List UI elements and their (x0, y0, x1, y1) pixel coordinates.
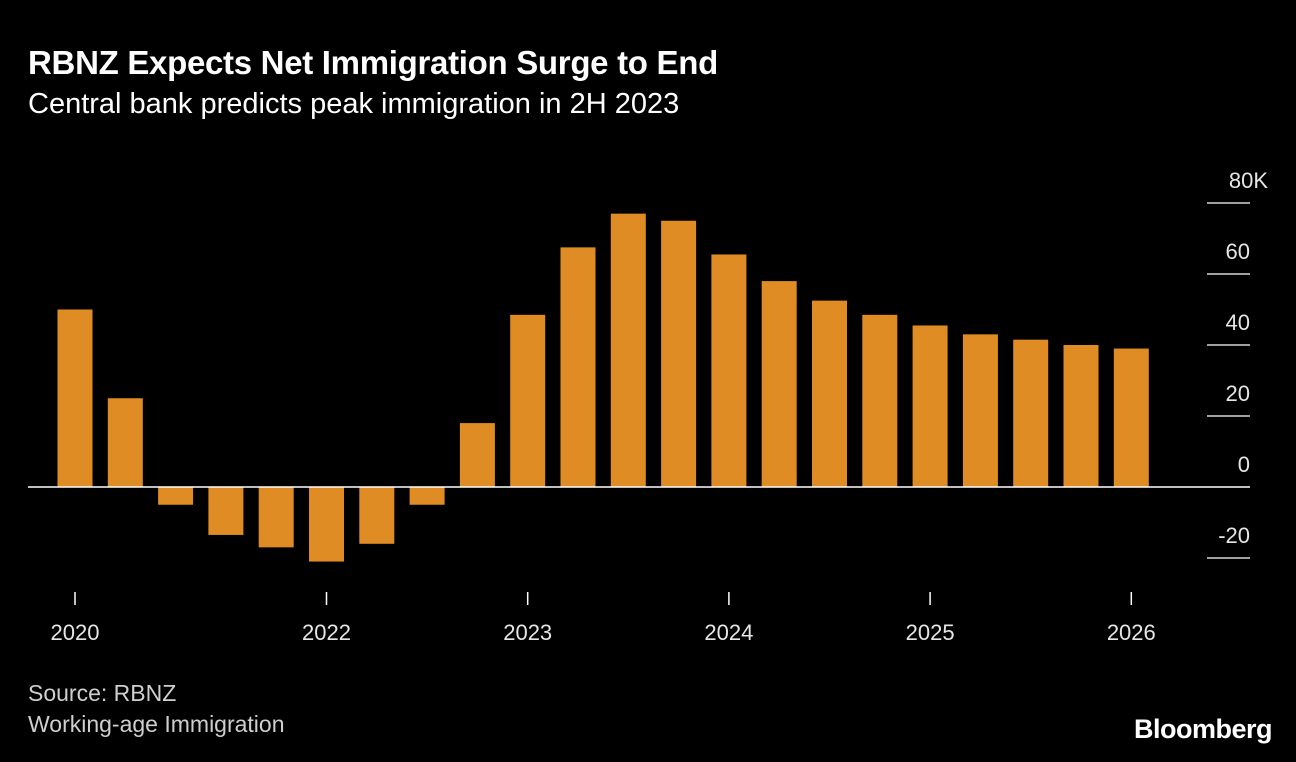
bar (912, 325, 948, 487)
x-tick-label: 2025 (906, 620, 955, 645)
bloomberg-logo: Bloomberg (1133, 714, 1273, 744)
bar (208, 487, 244, 535)
bar (761, 281, 797, 487)
bar (962, 334, 998, 487)
bar (1113, 348, 1149, 487)
bar (510, 314, 546, 487)
y-tick-label: 40 (1226, 310, 1250, 335)
bar (258, 487, 294, 548)
bar (459, 423, 495, 487)
bar (309, 487, 344, 562)
bar (560, 247, 596, 487)
x-tick-label: 2026 (1107, 620, 1156, 645)
bar (862, 314, 898, 487)
y-tick-label: -20 (1218, 523, 1250, 548)
bar (1013, 339, 1049, 487)
chart-title: RBNZ Expects Net Immigration Surge to En… (28, 44, 718, 81)
y-tick-label: 0 (1238, 452, 1250, 477)
chart-subtitle: Central bank predicts peak immigration i… (28, 88, 680, 120)
bar (359, 487, 395, 544)
note-text: Working-age Immigration (28, 711, 285, 737)
bar (57, 309, 93, 487)
x-tick-label: 2023 (503, 620, 552, 645)
x-tick-label: 2020 (51, 620, 100, 645)
x-tick-label: 2022 (302, 620, 351, 645)
bar (711, 254, 747, 487)
y-tick-label: 60 (1226, 239, 1250, 264)
bar (610, 213, 646, 487)
bar (107, 398, 143, 487)
bar (812, 300, 847, 487)
x-tick-label: 2024 (704, 620, 753, 645)
source-text: Source: RBNZ (28, 680, 177, 706)
chart-source: Source: RBNZ Working-age Immigration (28, 678, 285, 740)
y-tick-label: 20 (1226, 381, 1250, 406)
y-tick-label: 80K (1229, 168, 1268, 193)
bar (1063, 345, 1099, 487)
bar (409, 487, 445, 505)
bar (158, 487, 194, 505)
bar (661, 220, 697, 487)
